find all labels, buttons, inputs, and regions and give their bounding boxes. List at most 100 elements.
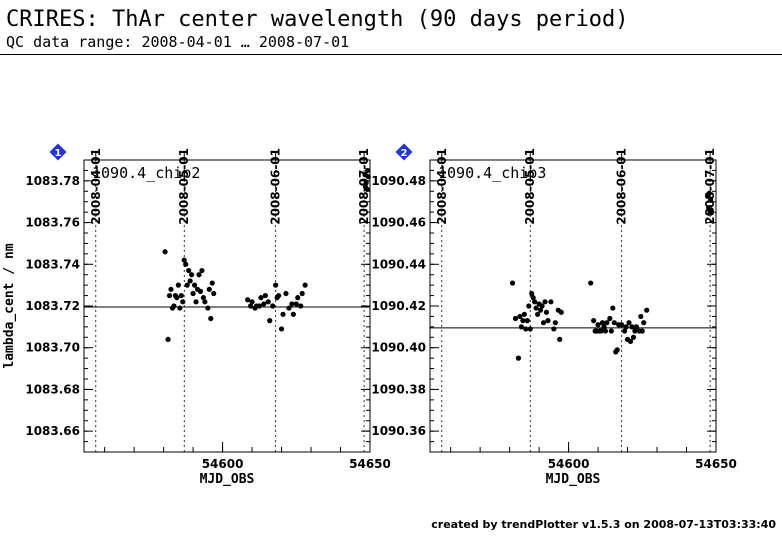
data-point [595,322,601,328]
data-point [298,303,304,309]
data-point [189,272,195,278]
data-point [641,320,647,326]
data-point [289,301,295,307]
data-point [621,328,628,334]
data-point [265,299,271,305]
data-point [708,207,714,213]
x-tick-label: 54650 [349,457,391,471]
data-point [365,167,371,174]
y-tick-label: 1083.74 [25,257,80,271]
panel-label: 1090.4_chip2 [92,164,200,182]
data-point [537,307,544,313]
data-point [518,324,525,330]
y-tick-label: 1090.36 [371,424,426,438]
header-divider [0,54,782,55]
y-tick-label: 1090.40 [371,341,426,355]
data-point [706,190,712,196]
chart-panel-1: 2008-04-012008-05-012008-06-012008-07-01… [2,143,391,487]
data-point [521,311,527,317]
data-point [601,324,607,330]
data-point [165,336,171,342]
data-point [168,286,174,292]
data-point [256,303,263,309]
data-point [543,309,550,315]
page-title: CRIRES: ThAr center wavelength (90 days … [6,7,629,32]
data-point [171,303,177,309]
date-marker-label: 2008-05-01 [523,148,537,225]
data-point [532,299,538,305]
data-point [186,267,192,274]
data-point [639,328,645,334]
data-point [520,318,526,324]
data-point [545,318,551,324]
data-point [638,313,644,320]
data-point [183,261,189,267]
data-point [629,324,635,330]
data-point [608,328,614,334]
data-point [273,282,279,288]
data-point [184,282,190,288]
panel-number-badge [395,143,413,161]
data-point [548,299,554,305]
data-point [293,301,299,307]
y-tick-label: 1083.72 [25,299,80,313]
data-point [261,301,267,307]
data-point [364,186,370,192]
y-axis-label: lambda_cent / nm [2,243,17,368]
data-point [599,320,606,326]
data-point [196,272,202,278]
data-point [552,320,558,326]
data-point [197,288,204,294]
data-point [627,338,634,345]
y-tick-label: 1083.70 [25,341,80,355]
data-point [611,320,617,326]
data-point [283,290,289,297]
x-tick-label: 54650 [695,457,737,471]
data-point [290,311,296,317]
data-point [302,282,308,288]
panel-number-text: 2 [401,148,408,159]
data-point [539,303,545,309]
y-tick-label: 1083.68 [25,382,80,396]
data-point [533,305,539,311]
data-point [535,311,541,317]
date-marker-label: 2008-04-01 [89,148,103,225]
panel-label: 1090.4_chip3 [438,164,546,182]
data-point [524,318,530,324]
y-tick-label: 1090.48 [371,174,426,188]
data-point [517,313,523,320]
data-point [633,324,639,330]
y-tick-label: 1083.78 [25,174,80,188]
footer-credit: created by trendPlotter v1.5.3 on 2008-0… [431,518,776,531]
data-point [509,280,516,286]
data-point [610,305,616,311]
data-point [262,292,268,299]
data-point [630,334,637,340]
data-point [199,267,205,274]
data-point [275,292,282,299]
data-point [365,174,371,180]
data-point [529,290,535,297]
date-marker-label: 2008-07-01 [703,148,717,225]
data-point [626,320,632,326]
chart-panel-2: 2008-04-01 2008-05-01 2008-06-01 2008-07-01… [371,143,737,487]
date-marker-label: 2008-06-01 [269,148,283,225]
data-point [270,303,276,309]
data-point [175,282,181,288]
data-point [267,318,273,324]
x-axis-label: MJD_OBS [200,472,255,487]
data-point [363,180,369,186]
date-marker-label: 2008-04-01 [435,148,449,225]
data-point [247,303,254,309]
data-point [208,315,214,322]
data-point [708,197,714,203]
page-subtitle: QC data range: 2008-04-01 … 2008-07-01 [6,33,350,51]
data-point [530,295,536,301]
data-point [602,328,609,334]
data-point [180,299,186,305]
y-tick-label: 1090.42 [371,299,426,313]
data-point [187,278,193,284]
data-point [166,292,173,299]
plot-frame [83,159,371,453]
data-point [286,305,292,311]
